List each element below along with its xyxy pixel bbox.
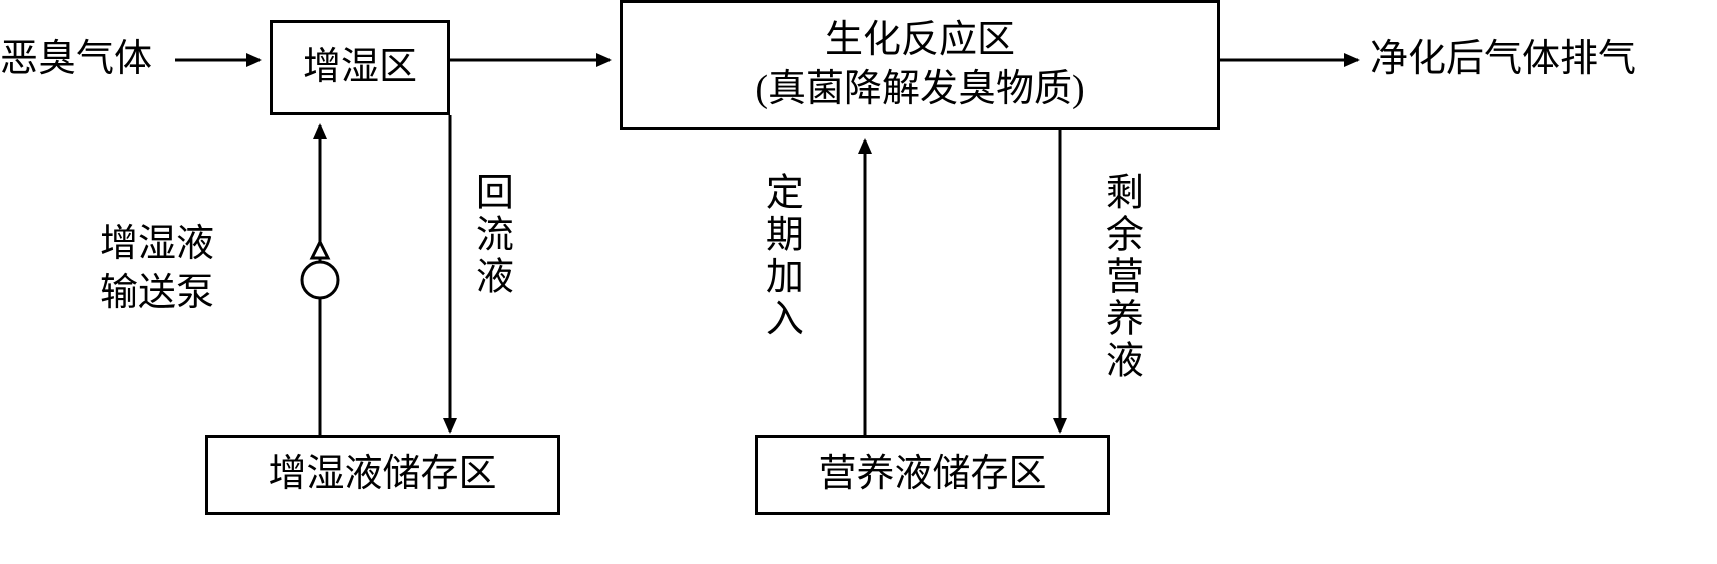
humidify-storage-box: 增湿液储存区: [205, 435, 560, 515]
reaction-zone-box: 生化反应区 (真菌降解发臭物质): [620, 0, 1220, 130]
reaction-zone-line2: (真菌降解发臭物质): [755, 65, 1084, 114]
reaction-zone-line1: 生化反应区: [825, 16, 1015, 65]
reflux-label: 回流液: [465, 172, 514, 298]
humidify-storage-text: 增湿液储存区: [268, 450, 496, 499]
pump-label-line2: 输送泵: [100, 269, 214, 318]
humidify-zone-box: 增湿区: [270, 20, 450, 115]
pump-icon: [302, 242, 338, 298]
output-gas-label: 净化后气体排气: [1370, 35, 1636, 84]
input-gas-label: 恶臭气体: [0, 35, 152, 84]
pump-label-line1: 增湿液: [100, 220, 214, 269]
excess-nutrient-label: 剩余营养液: [1095, 172, 1144, 382]
periodic-add-label: 定期加入: [755, 172, 804, 340]
nutrient-storage-box: 营养液储存区: [755, 435, 1110, 515]
nutrient-storage-text: 营养液储存区: [818, 450, 1046, 499]
pump-label: 增湿液 输送泵: [100, 220, 214, 319]
humidify-zone-text: 增湿区: [303, 43, 417, 92]
